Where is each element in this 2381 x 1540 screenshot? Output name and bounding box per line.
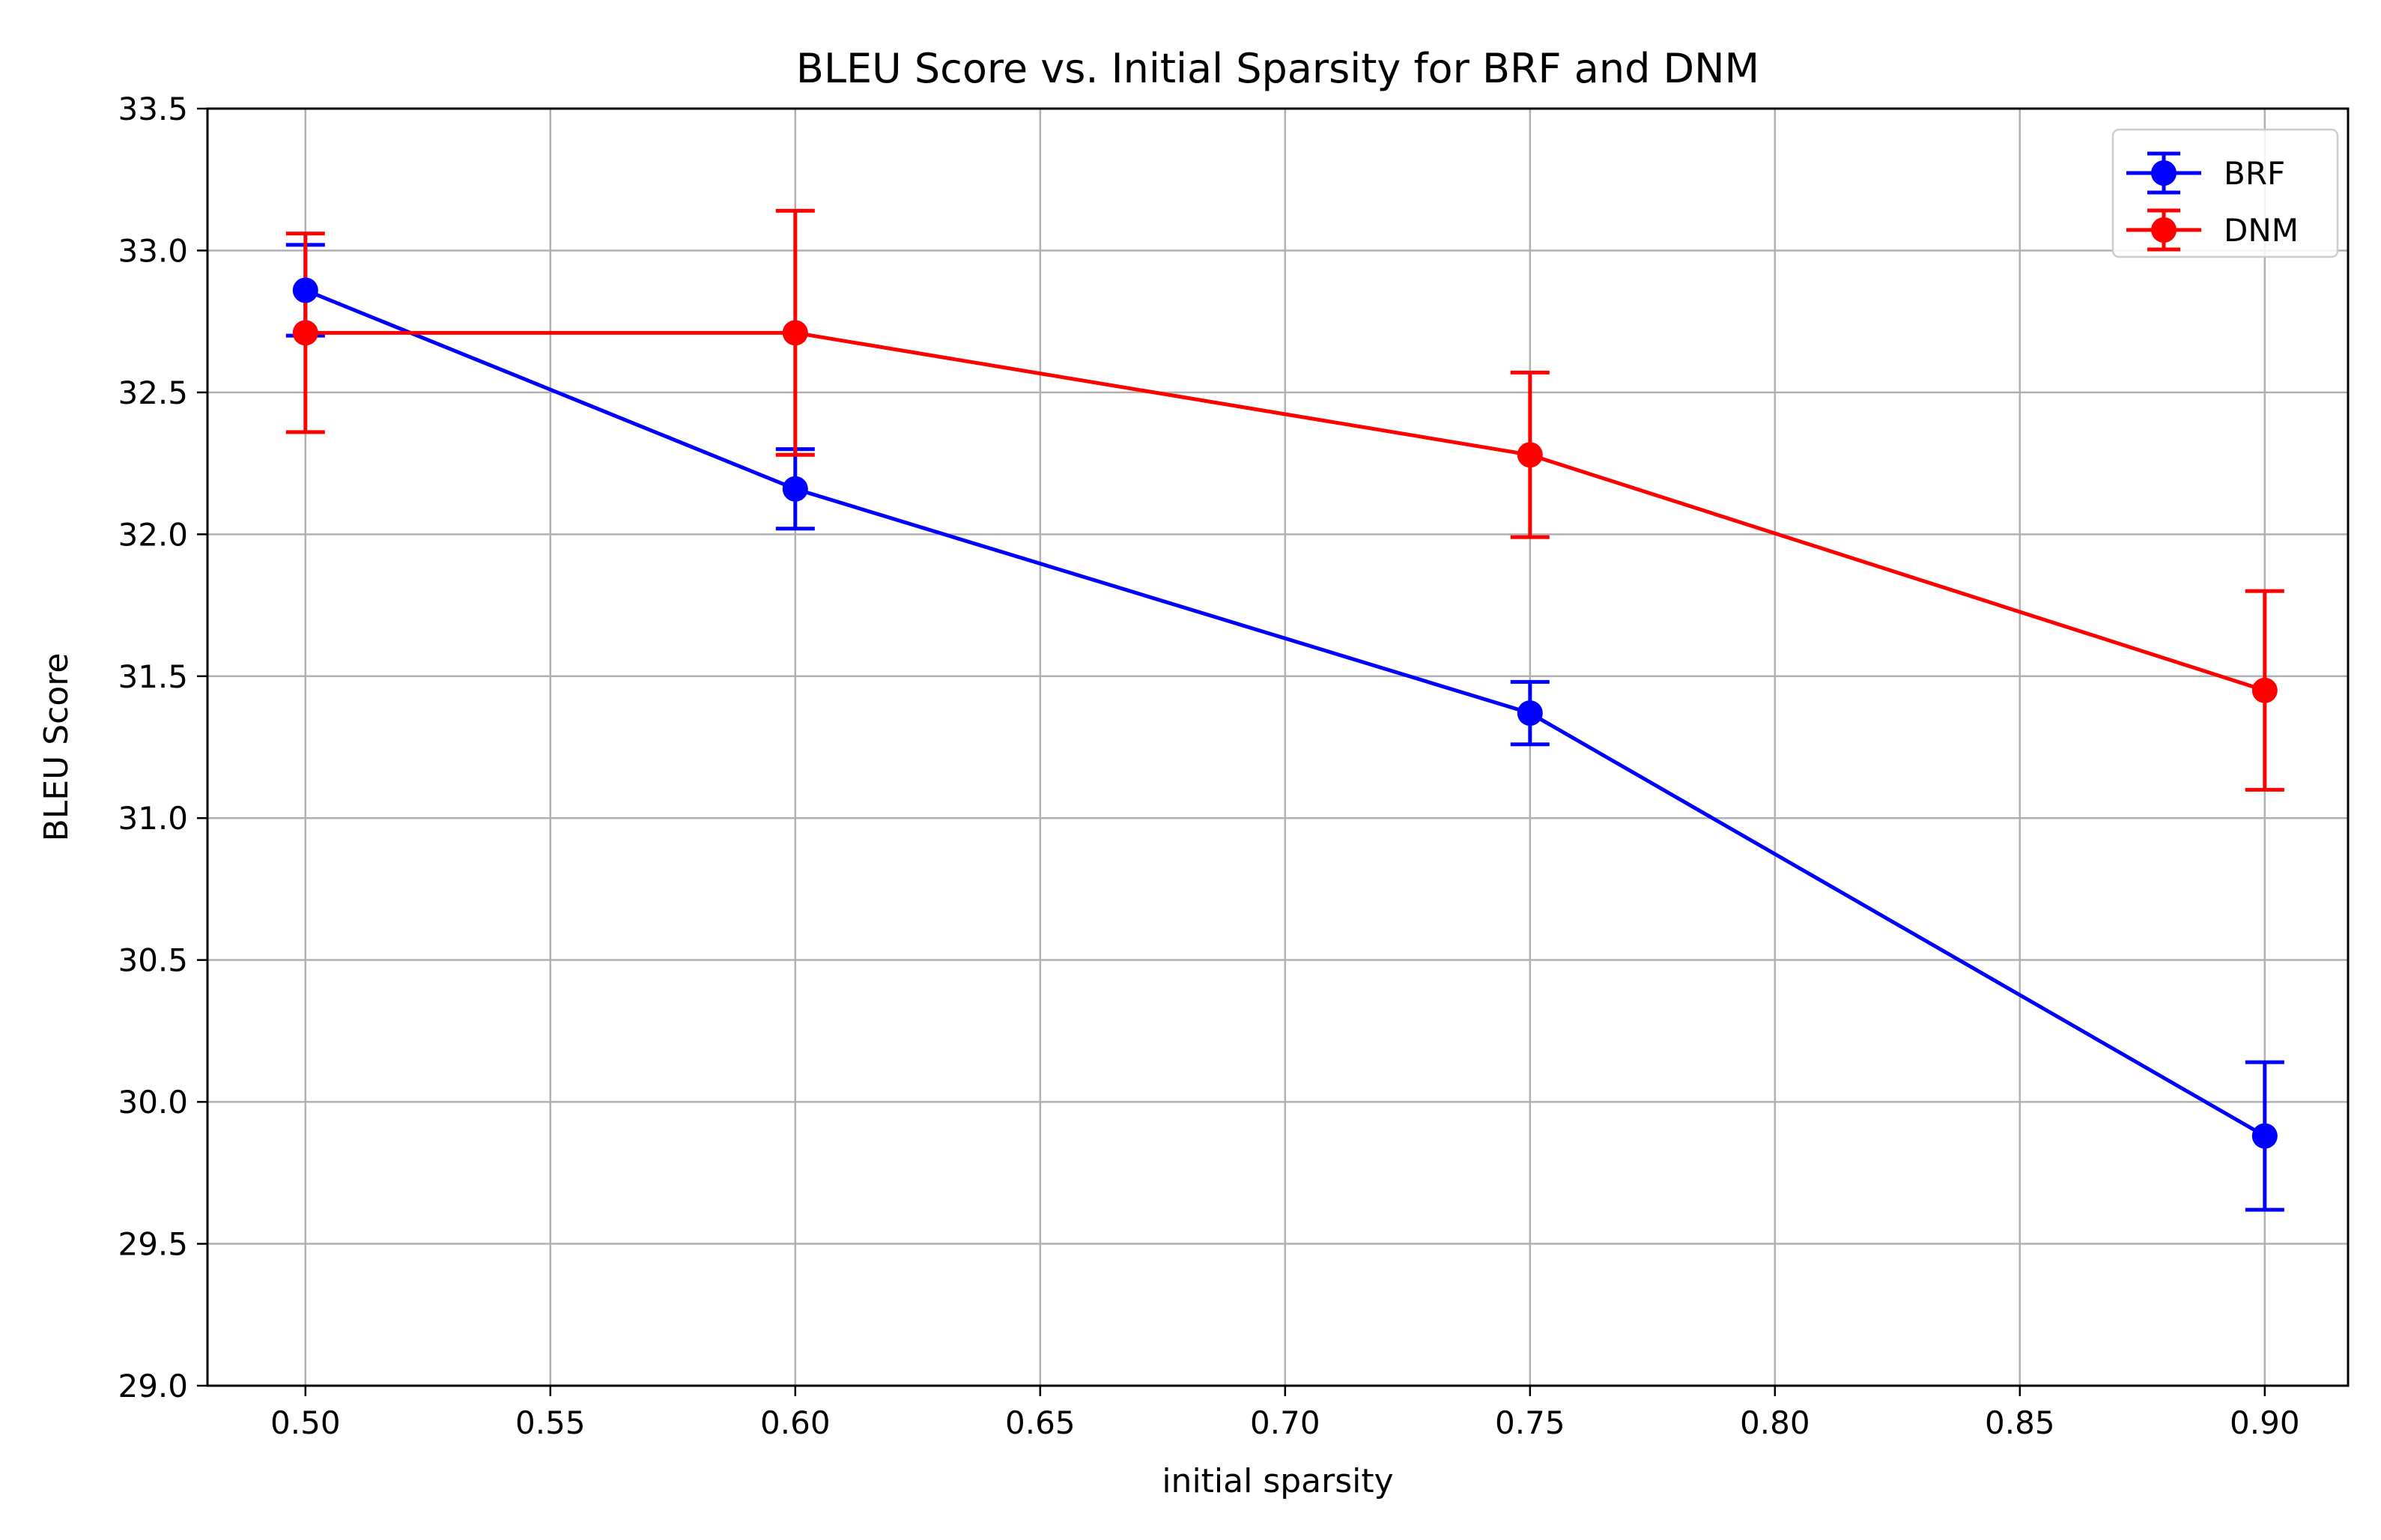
legend: BRF DNM xyxy=(2111,128,2339,258)
x-tick-label: 0.85 xyxy=(1985,1404,2055,1441)
x-tick-label: 0.60 xyxy=(760,1404,831,1441)
chart-title: BLEU Score vs. Initial Sparsity for BRF … xyxy=(796,45,1759,92)
dnm-data-point xyxy=(292,320,318,346)
y-tick-label: 29.0 xyxy=(118,1368,188,1404)
data-markers xyxy=(292,277,2278,1149)
brf-series-line xyxy=(304,288,2266,1138)
x-tick-label: 0.70 xyxy=(1250,1404,1320,1441)
dnm-legend-label: DNM xyxy=(2224,212,2299,249)
error-bars xyxy=(285,208,2284,1212)
grid-lines xyxy=(207,107,2348,1387)
dnm-data-point xyxy=(1517,442,1543,468)
x-tick-label: 0.50 xyxy=(270,1404,341,1441)
dnm-series-line xyxy=(305,330,2266,693)
y-tick-label: 33.0 xyxy=(118,232,188,269)
y-tick-label: 31.0 xyxy=(118,800,188,837)
x-axis-label: initial sparsity xyxy=(1162,1462,1393,1500)
x-tick-label: 0.55 xyxy=(515,1404,586,1441)
dnm-legend-marker xyxy=(2151,217,2177,243)
axis-ticks: 0.50 0.55 0.60 0.65 0.70 0.75 0.80 0.85 0.90 29.0… xyxy=(118,91,2299,1441)
dnm-data-point xyxy=(782,320,808,346)
x-tick-label: 0.90 xyxy=(2230,1404,2300,1441)
y-tick-label: 31.5 xyxy=(118,658,188,695)
dnm-data-point xyxy=(2251,677,2278,703)
x-tick-label: 0.65 xyxy=(1005,1404,1076,1441)
brf-legend-marker xyxy=(2151,160,2177,186)
brf-data-point xyxy=(292,277,318,303)
y-tick-label: 32.5 xyxy=(118,375,188,411)
y-tick-label: 32.0 xyxy=(118,516,188,553)
brf-data-point xyxy=(1517,700,1543,727)
x-tick-label: 0.75 xyxy=(1495,1404,1565,1441)
plot-frame xyxy=(206,107,2350,1387)
y-axis-label: BLEU Score xyxy=(37,653,76,842)
y-tick-label: 30.0 xyxy=(118,1084,188,1121)
brf-legend-label: BRF xyxy=(2224,155,2285,192)
series-lines xyxy=(304,288,2266,1138)
brf-data-point xyxy=(782,476,808,502)
y-tick-label: 29.5 xyxy=(118,1226,188,1263)
y-tick-label: 30.5 xyxy=(118,942,188,979)
y-tick-label: 33.5 xyxy=(118,91,188,127)
x-tick-label: 0.80 xyxy=(1740,1404,1810,1441)
brf-data-point xyxy=(2251,1123,2278,1149)
